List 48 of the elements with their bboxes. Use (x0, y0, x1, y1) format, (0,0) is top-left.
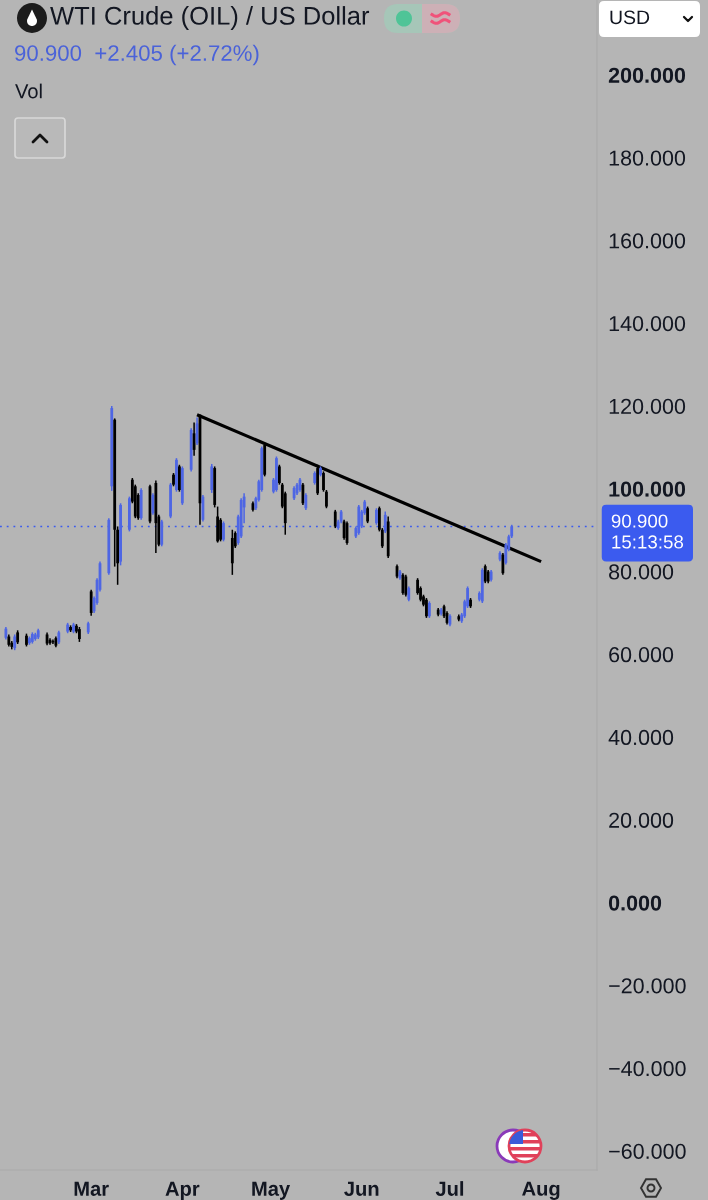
candlestick (210, 463, 214, 494)
candlestick (469, 597, 472, 609)
x-tick-label: Mar (74, 1181, 109, 1196)
candlestick (178, 464, 181, 493)
text: USD (610, 10, 650, 25)
candlestick (325, 489, 328, 509)
x-tick-label: Apr (165, 1181, 200, 1200)
y-tick-label: −40.000 (609, 1060, 686, 1077)
candlestick (383, 510, 387, 534)
annotation: Vol (15, 83, 42, 99)
y-tick-label: 180.000 (609, 150, 686, 166)
x-tick-label: Jun (344, 1181, 379, 1196)
candlestick (425, 597, 428, 619)
candlestick (172, 472, 175, 488)
candlestick (277, 464, 281, 486)
x-tick-label: Jul (435, 1181, 464, 1196)
candlestick (366, 505, 370, 524)
candlestick (319, 465, 322, 478)
candlestick (175, 457, 178, 493)
candlestick (222, 520, 225, 543)
y-tick-label: 40.000 (608, 729, 674, 746)
ref-line-label: 90.900 15:13:58 (611, 514, 684, 549)
y-tick-label: 200.000 (608, 67, 686, 83)
y-tick-label: 160.000 (609, 233, 686, 249)
y-tick-label: 100.000 (609, 481, 686, 497)
candlestick (169, 482, 172, 519)
chart-title: WTI Crude (OIL) / US Dollar (50, 6, 370, 30)
y-tick-label: 80.000 (609, 564, 674, 580)
candlestick (375, 507, 378, 526)
y-tick-label: 120.000 (609, 398, 686, 415)
y-tick-label: −60.000 (609, 1143, 686, 1159)
x-tick-label: May (252, 1181, 291, 1200)
candlestick (322, 470, 325, 493)
y-tick-label: 20.000 (609, 812, 674, 828)
candlestick (219, 517, 222, 543)
candlestick (316, 464, 320, 496)
y-tick-label: 140.000 (609, 316, 686, 332)
x-tick-label: Aug (522, 1181, 560, 1200)
candlestick (160, 519, 164, 548)
candlestick (216, 505, 220, 544)
y-tick-label: 60.000 (609, 647, 674, 663)
y-tick-label: −20.000 (609, 978, 686, 994)
candlestick (128, 495, 131, 533)
candlestick (119, 502, 122, 567)
candlestick (275, 455, 278, 493)
candlestick (404, 574, 408, 598)
y-tick-label: 0.000 (608, 895, 662, 911)
text: 90.900 +2.405 (+2.72%) (15, 44, 259, 66)
